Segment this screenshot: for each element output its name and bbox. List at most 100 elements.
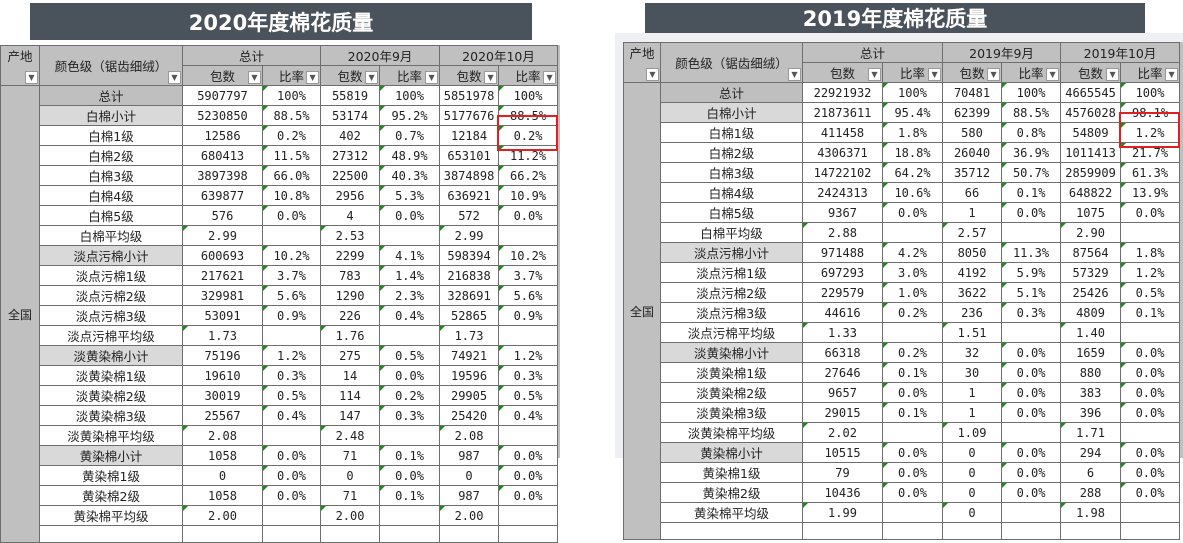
- ratio-cell[interactable]: [261, 225, 322, 246]
- count-cell[interactable]: 1659: [1060, 342, 1122, 363]
- empty-cell[interactable]: [942, 522, 1003, 540]
- count-cell[interactable]: 53091: [182, 305, 263, 326]
- count-cell[interactable]: 880: [1060, 362, 1122, 383]
- grade-label-cell[interactable]: 淡黄染棉1级: [39, 365, 183, 386]
- ratio-cell[interactable]: 4.2%: [881, 242, 944, 263]
- empty-cell[interactable]: [881, 522, 944, 540]
- ratio-cell[interactable]: 0.3%: [1001, 302, 1062, 323]
- grade-label-cell[interactable]: 淡点污棉小计: [660, 242, 803, 263]
- ratio-cell[interactable]: 1.2%: [498, 345, 559, 366]
- ratio-cell[interactable]: 100%: [1120, 82, 1181, 103]
- ratio-cell[interactable]: 0.3%: [498, 365, 559, 386]
- ratio-cell[interactable]: 10.8%: [261, 185, 322, 206]
- ratio-cell[interactable]: 0.0%: [881, 442, 944, 463]
- count-cell[interactable]: 25426: [1060, 282, 1122, 303]
- ratio-cell[interactable]: 0.0%: [379, 365, 441, 386]
- count-cell[interactable]: 25567: [182, 405, 263, 426]
- grade-header[interactable]: 颜色级（锯齿细绒） ▼: [660, 42, 803, 83]
- grade-label-cell[interactable]: 白棉小计: [660, 102, 803, 123]
- count-cell[interactable]: 639877: [182, 185, 263, 206]
- ratio-label-header[interactable]: 比率 ▼: [261, 65, 322, 86]
- ratio-cell[interactable]: 1.0%: [881, 282, 944, 303]
- ratio-cell[interactable]: 0.2%: [881, 302, 944, 323]
- count-cell[interactable]: 4306371: [802, 142, 883, 163]
- ratio-cell[interactable]: 100%: [881, 82, 944, 103]
- count-cell[interactable]: 14722102: [802, 162, 883, 183]
- count-cell[interactable]: 21873611: [802, 102, 883, 123]
- count-cell[interactable]: 1.40: [1060, 322, 1122, 343]
- origin-header[interactable]: 产地 ▼: [0, 45, 40, 86]
- count-label-header[interactable]: 包数 ▼: [320, 65, 381, 86]
- count-cell[interactable]: 2859909: [1060, 162, 1122, 183]
- filter-dropdown-icon[interactable]: ▼: [1165, 68, 1179, 81]
- grade-label-cell[interactable]: 淡黄染棉小计: [660, 342, 803, 363]
- ratio-cell[interactable]: 1.8%: [881, 122, 944, 143]
- grade-label-cell[interactable]: 淡黄染棉2级: [39, 385, 183, 406]
- grade-label-cell[interactable]: 黄染棉小计: [660, 442, 803, 463]
- empty-cell[interactable]: [660, 522, 803, 540]
- ratio-cell[interactable]: 0.1%: [1001, 182, 1062, 203]
- ratio-cell[interactable]: 0.0%: [1120, 342, 1181, 363]
- region-cell[interactable]: 全国: [623, 82, 661, 540]
- ratio-cell[interactable]: 0.0%: [261, 445, 322, 466]
- count-cell[interactable]: 0: [942, 482, 1003, 503]
- ratio-cell[interactable]: 0.4%: [261, 405, 322, 426]
- grade-label-cell[interactable]: 白棉小计: [39, 105, 183, 126]
- ratio-cell[interactable]: [1001, 422, 1062, 443]
- count-cell[interactable]: 216838: [439, 265, 500, 286]
- ratio-cell[interactable]: 10.2%: [261, 245, 322, 266]
- count-cell[interactable]: 1.98: [1060, 502, 1122, 523]
- count-cell[interactable]: 5907797: [182, 85, 263, 106]
- ratio-cell[interactable]: 0.2%: [261, 125, 322, 146]
- ratio-cell[interactable]: 0.0%: [261, 205, 322, 226]
- ratio-cell[interactable]: [379, 325, 441, 346]
- ratio-cell[interactable]: 0.4%: [379, 305, 441, 326]
- count-cell[interactable]: 0: [439, 465, 500, 486]
- ratio-cell[interactable]: 40.3%: [379, 165, 441, 186]
- ratio-cell[interactable]: 0.0%: [881, 482, 944, 503]
- ratio-cell[interactable]: [881, 222, 944, 243]
- count-cell[interactable]: 2956: [320, 185, 381, 206]
- count-cell[interactable]: 3874898: [439, 165, 500, 186]
- count-cell[interactable]: 653101: [439, 145, 500, 166]
- filter-dropdown-icon[interactable]: ▼: [868, 68, 881, 81]
- count-cell[interactable]: 0: [942, 442, 1003, 463]
- count-cell[interactable]: 4576028: [1060, 102, 1122, 123]
- count-cell[interactable]: 2.99: [182, 225, 263, 246]
- count-cell[interactable]: 971488: [802, 242, 883, 263]
- count-cell[interactable]: 66318: [802, 342, 883, 363]
- count-cell[interactable]: 329981: [182, 285, 263, 306]
- count-cell[interactable]: 4809: [1060, 302, 1122, 323]
- count-cell[interactable]: 2424313: [802, 182, 883, 203]
- ratio-cell[interactable]: 5.1%: [1001, 282, 1062, 303]
- ratio-cell[interactable]: 0.0%: [881, 462, 944, 483]
- ratio-cell[interactable]: 0.0%: [498, 485, 559, 506]
- ratio-cell[interactable]: 0.3%: [261, 365, 322, 386]
- ratio-cell[interactable]: 0.8%: [1001, 122, 1062, 143]
- count-cell[interactable]: 600693: [182, 245, 263, 266]
- ratio-cell[interactable]: 0.0%: [379, 465, 441, 486]
- count-cell[interactable]: 1.51: [942, 322, 1003, 343]
- ratio-cell[interactable]: 0.0%: [881, 382, 944, 403]
- count-cell[interactable]: 1: [942, 402, 1003, 423]
- count-cell[interactable]: 53174: [320, 105, 381, 126]
- ratio-cell[interactable]: 88.5%: [261, 105, 322, 126]
- empty-cell[interactable]: [439, 525, 500, 543]
- grade-label-cell[interactable]: 白棉平均级: [660, 222, 803, 243]
- ratio-cell[interactable]: 0.0%: [1001, 442, 1062, 463]
- ratio-cell[interactable]: 0.0%: [1001, 482, 1062, 503]
- count-cell[interactable]: 19596: [439, 365, 500, 386]
- grade-label-cell[interactable]: 白棉5级: [660, 202, 803, 223]
- count-cell[interactable]: 2299: [320, 245, 381, 266]
- ratio-cell[interactable]: 1.2%: [1120, 262, 1181, 283]
- empty-cell[interactable]: [1120, 522, 1181, 540]
- ratio-cell[interactable]: 0.5%: [498, 385, 559, 406]
- count-cell[interactable]: 636921: [439, 185, 500, 206]
- ratio-cell[interactable]: 5.6%: [498, 285, 559, 306]
- count-cell[interactable]: 1290: [320, 285, 381, 306]
- ratio-cell[interactable]: 98.1%: [1120, 102, 1181, 123]
- grade-label-cell[interactable]: 黄染棉小计: [39, 445, 183, 466]
- ratio-cell[interactable]: 0.0%: [1120, 382, 1181, 403]
- grade-label-cell[interactable]: 白棉3级: [39, 165, 183, 186]
- ratio-cell[interactable]: 64.2%: [881, 162, 944, 183]
